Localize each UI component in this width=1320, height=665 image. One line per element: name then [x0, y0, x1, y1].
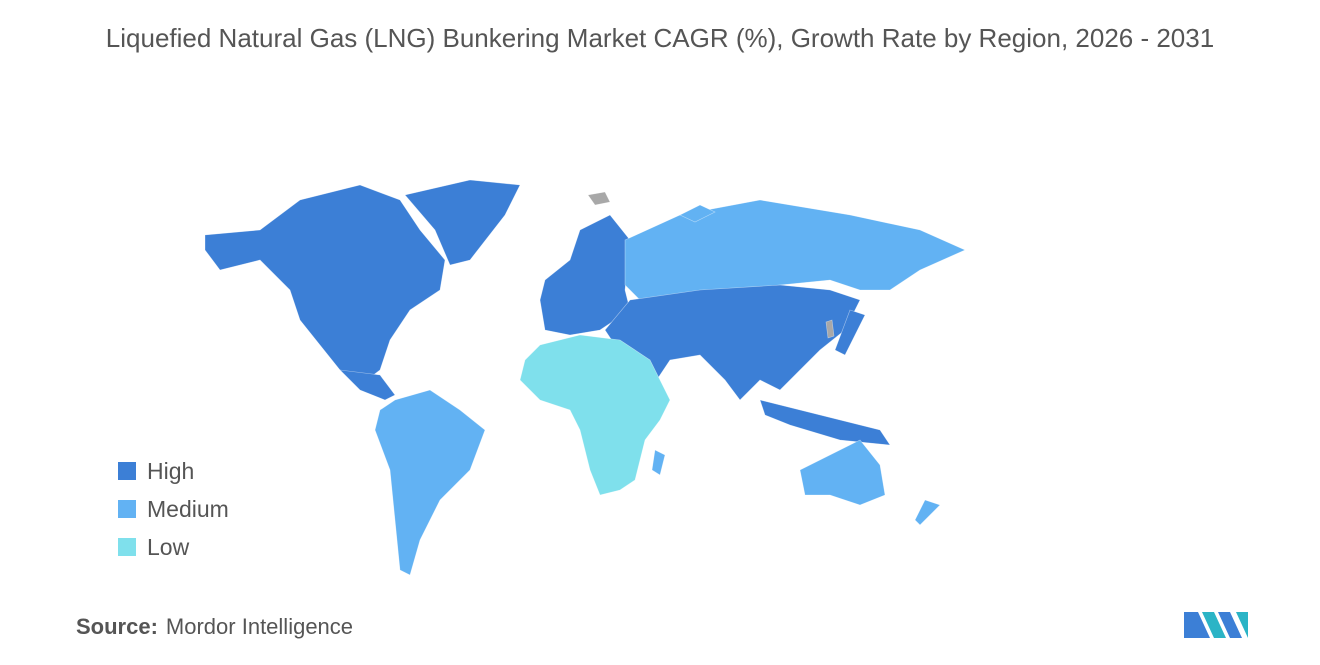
- north-america: [204, 184, 446, 386]
- legend-label: High: [147, 457, 195, 484]
- southeast-asia-islands: [759, 399, 891, 446]
- legend-label: Medium: [147, 495, 229, 522]
- legend-label: Low: [147, 533, 190, 560]
- japan: [834, 309, 866, 356]
- svalbard: [587, 191, 611, 206]
- australia: [799, 439, 886, 506]
- legend-item: Medium: [118, 490, 229, 528]
- chart-title: Liquefied Natural Gas (LNG) Bunkering Ma…: [105, 23, 1215, 53]
- source: Source: Mordor Intelligence: [76, 614, 353, 640]
- legend-swatch: [118, 500, 136, 518]
- legend-item: Low: [118, 528, 229, 566]
- world-map: [204, 179, 966, 576]
- legend-swatch: [118, 462, 136, 480]
- source-text: Mordor Intelligence: [165, 614, 354, 639]
- central-america: [339, 369, 396, 401]
- madagascar: [651, 449, 666, 476]
- europe: [539, 214, 631, 336]
- source-label: Source:: [76, 614, 158, 639]
- greenland: [404, 179, 521, 266]
- legend-swatch: [118, 538, 136, 556]
- arctic-islands: [679, 204, 716, 223]
- logo: [1184, 612, 1248, 638]
- legend-item: High: [118, 452, 229, 490]
- south-america: [374, 389, 486, 576]
- russia: [624, 199, 966, 301]
- korea-unclassified: [825, 319, 835, 339]
- legend: High Medium Low: [118, 452, 229, 566]
- africa: [519, 334, 671, 496]
- new-zealand: [914, 499, 941, 526]
